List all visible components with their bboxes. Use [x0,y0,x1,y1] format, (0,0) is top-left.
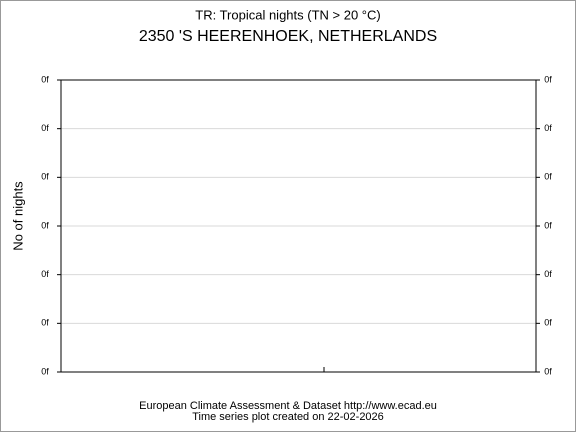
y2-tick-label: 0f [544,123,552,133]
plot-border [60,79,537,373]
y2-tick-label: 0f [544,74,552,84]
y-tick-label: 0f [41,172,49,182]
footer-line: Time series plot created on 22-02-2026 [192,411,384,423]
y-tick-label: 0f [41,269,49,279]
y-tick-label: 0f [41,123,49,133]
y-tick-label: 0f [41,318,49,328]
y2-tick-label: 0f [544,172,552,182]
y-tick-label: 0f [41,74,49,84]
chart-title: TR: Tropical nights (TN > 20 °C) [195,7,380,22]
y2-tick-label: 0f [544,269,552,279]
y-tick-label: 0f [41,366,49,376]
y2-tick-label: 0f [544,220,552,230]
y2-tick-label: 0f [544,318,552,328]
footer-line: European Climate Assessment & Dataset ht… [139,400,437,412]
y2-tick-label: 0f [544,366,552,376]
y-tick-label: 0f [41,220,49,230]
y-axis-label: No of nights [10,181,25,251]
chart-subtitle: 2350 'S HEERENHOEK, NETHERLANDS [139,28,437,45]
